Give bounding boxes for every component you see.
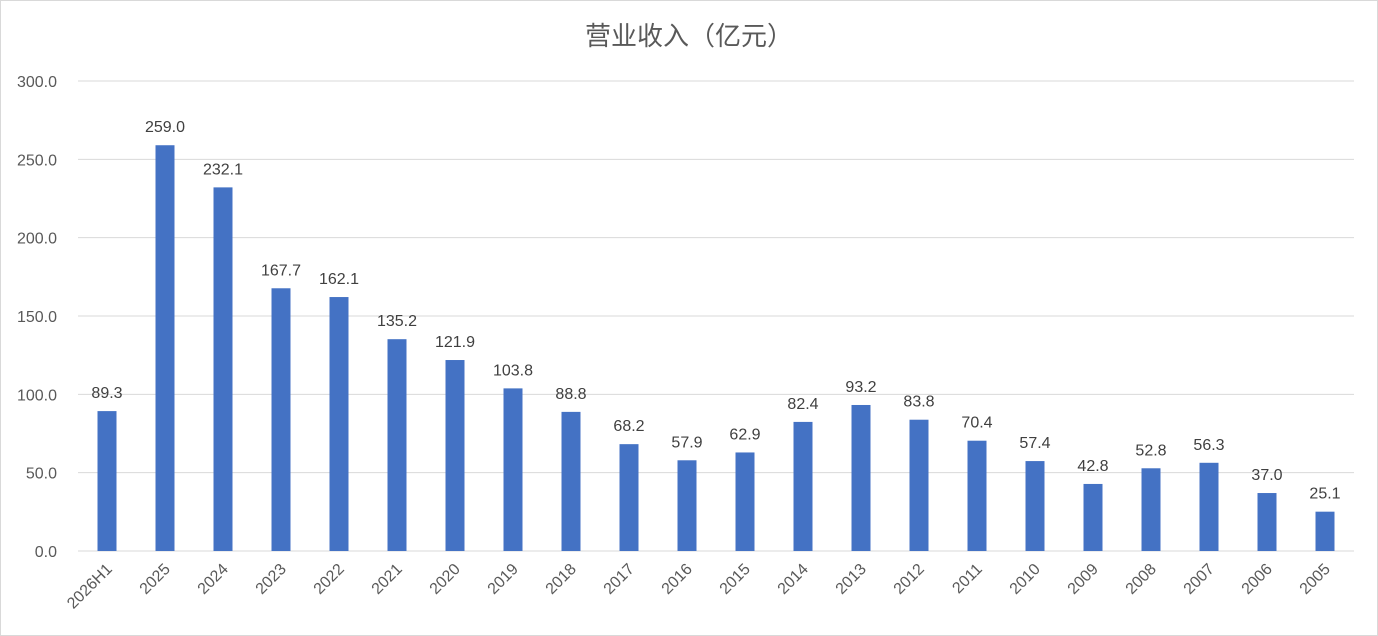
bar xyxy=(793,421,813,551)
bars xyxy=(97,145,1335,552)
data-label: 52.8 xyxy=(1135,442,1166,459)
bar xyxy=(1315,511,1335,551)
x-tick-label: 2017 xyxy=(601,561,638,598)
bar xyxy=(503,388,523,551)
data-label: 232.1 xyxy=(203,161,243,178)
bar xyxy=(735,452,755,551)
bar xyxy=(1083,483,1103,551)
x-tick-label: 2021 xyxy=(369,561,406,598)
x-tick-label: 2025 xyxy=(137,561,174,598)
y-tick-label: 100.0 xyxy=(17,387,57,404)
bar xyxy=(677,460,697,551)
data-label: 68.2 xyxy=(613,418,644,435)
x-tick-label: 2011 xyxy=(949,561,985,597)
data-label: 103.8 xyxy=(493,362,533,379)
bar xyxy=(1141,468,1161,551)
x-tick-label: 2013 xyxy=(833,561,870,598)
x-tick-label: 2008 xyxy=(1123,561,1160,598)
x-tick-label: 2006 xyxy=(1239,561,1276,598)
bar xyxy=(1025,461,1045,551)
y-tick-label: 300.0 xyxy=(17,74,57,91)
y-tick-label: 150.0 xyxy=(17,309,57,326)
x-tick-label: 2007 xyxy=(1181,561,1218,598)
bar xyxy=(329,297,349,551)
x-tick-label: 2024 xyxy=(195,561,232,598)
data-label: 162.1 xyxy=(319,271,359,288)
x-tick-label: 2022 xyxy=(311,561,348,598)
data-label: 42.8 xyxy=(1077,458,1108,475)
data-label: 259.0 xyxy=(145,119,185,136)
data-label: 121.9 xyxy=(435,334,475,351)
data-label: 89.3 xyxy=(91,385,122,402)
chart-title: 营业收入（亿元） xyxy=(584,22,793,52)
bar xyxy=(1257,493,1277,551)
data-label: 56.3 xyxy=(1193,437,1224,454)
bar xyxy=(967,440,987,551)
x-tick-label: 2023 xyxy=(253,561,290,598)
bar xyxy=(561,411,581,551)
bar xyxy=(1199,462,1219,551)
data-label: 93.2 xyxy=(845,379,876,396)
bar xyxy=(97,411,117,551)
x-tick-label: 2019 xyxy=(485,561,522,598)
x-tick-label: 2005 xyxy=(1297,561,1334,598)
gridlines xyxy=(78,80,1354,552)
data-label: 83.8 xyxy=(903,394,934,411)
data-label: 70.4 xyxy=(961,415,992,432)
bar xyxy=(909,419,929,551)
bar xyxy=(851,404,871,551)
bar xyxy=(387,339,407,551)
x-tick-label: 2015 xyxy=(717,561,754,598)
bar xyxy=(271,288,291,551)
data-label: 82.4 xyxy=(787,396,818,413)
x-tick-label: 2009 xyxy=(1065,561,1102,598)
x-tick-label: 2012 xyxy=(891,561,928,598)
data-label: 135.2 xyxy=(377,313,417,330)
data-label: 57.4 xyxy=(1019,435,1050,452)
x-tick-label: 2026H1 xyxy=(64,561,116,613)
x-tick-label: 2010 xyxy=(1007,561,1044,598)
y-tick-label: 0.0 xyxy=(35,544,57,561)
data-label: 62.9 xyxy=(729,426,760,443)
data-label: 25.1 xyxy=(1309,486,1340,503)
x-tick-label: 2014 xyxy=(775,561,812,598)
data-label: 88.8 xyxy=(555,386,586,403)
y-tick-label: 250.0 xyxy=(17,152,57,169)
data-label: 57.9 xyxy=(671,434,702,451)
x-tick-label: 2020 xyxy=(427,561,464,598)
bar xyxy=(213,187,233,552)
data-label: 37.0 xyxy=(1251,467,1282,484)
x-tick-label: 2018 xyxy=(543,561,580,598)
bar xyxy=(619,444,639,551)
data-label: 167.7 xyxy=(261,262,301,279)
y-tick-label: 200.0 xyxy=(17,231,57,248)
x-tick-label: 2016 xyxy=(659,561,696,598)
y-tick-label: 50.0 xyxy=(26,466,57,483)
bar xyxy=(155,145,175,551)
bar xyxy=(445,360,465,551)
